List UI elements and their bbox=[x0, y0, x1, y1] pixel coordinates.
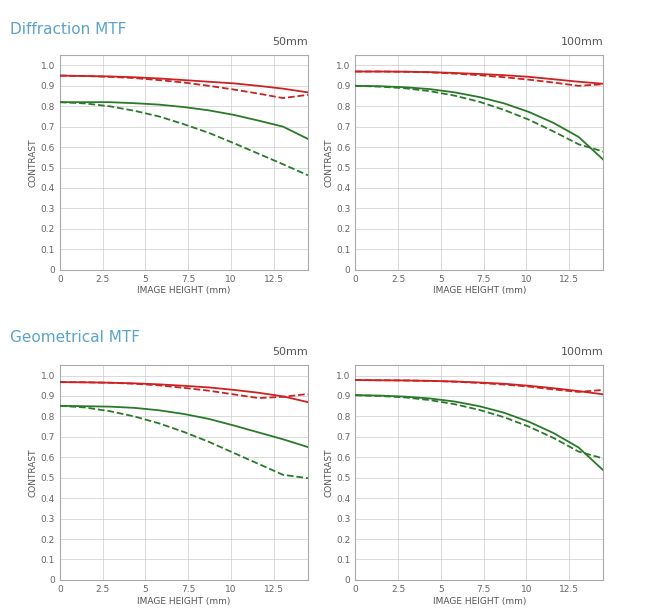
Text: 100mm: 100mm bbox=[561, 347, 603, 357]
X-axis label: IMAGE HEIGHT (mm): IMAGE HEIGHT (mm) bbox=[138, 596, 230, 606]
Y-axis label: CONTRAST: CONTRAST bbox=[324, 138, 334, 187]
Text: 50mm: 50mm bbox=[272, 37, 308, 47]
Text: Diffraction MTF: Diffraction MTF bbox=[10, 22, 126, 37]
X-axis label: IMAGE HEIGHT (mm): IMAGE HEIGHT (mm) bbox=[433, 286, 526, 295]
Y-axis label: CONTRAST: CONTRAST bbox=[29, 138, 38, 187]
Text: 50mm: 50mm bbox=[272, 347, 308, 357]
Y-axis label: CONTRAST: CONTRAST bbox=[29, 448, 38, 497]
X-axis label: IMAGE HEIGHT (mm): IMAGE HEIGHT (mm) bbox=[433, 596, 526, 606]
X-axis label: IMAGE HEIGHT (mm): IMAGE HEIGHT (mm) bbox=[138, 286, 230, 295]
Text: Geometrical MTF: Geometrical MTF bbox=[10, 330, 140, 345]
Y-axis label: CONTRAST: CONTRAST bbox=[324, 448, 334, 497]
Text: 100mm: 100mm bbox=[561, 37, 603, 47]
